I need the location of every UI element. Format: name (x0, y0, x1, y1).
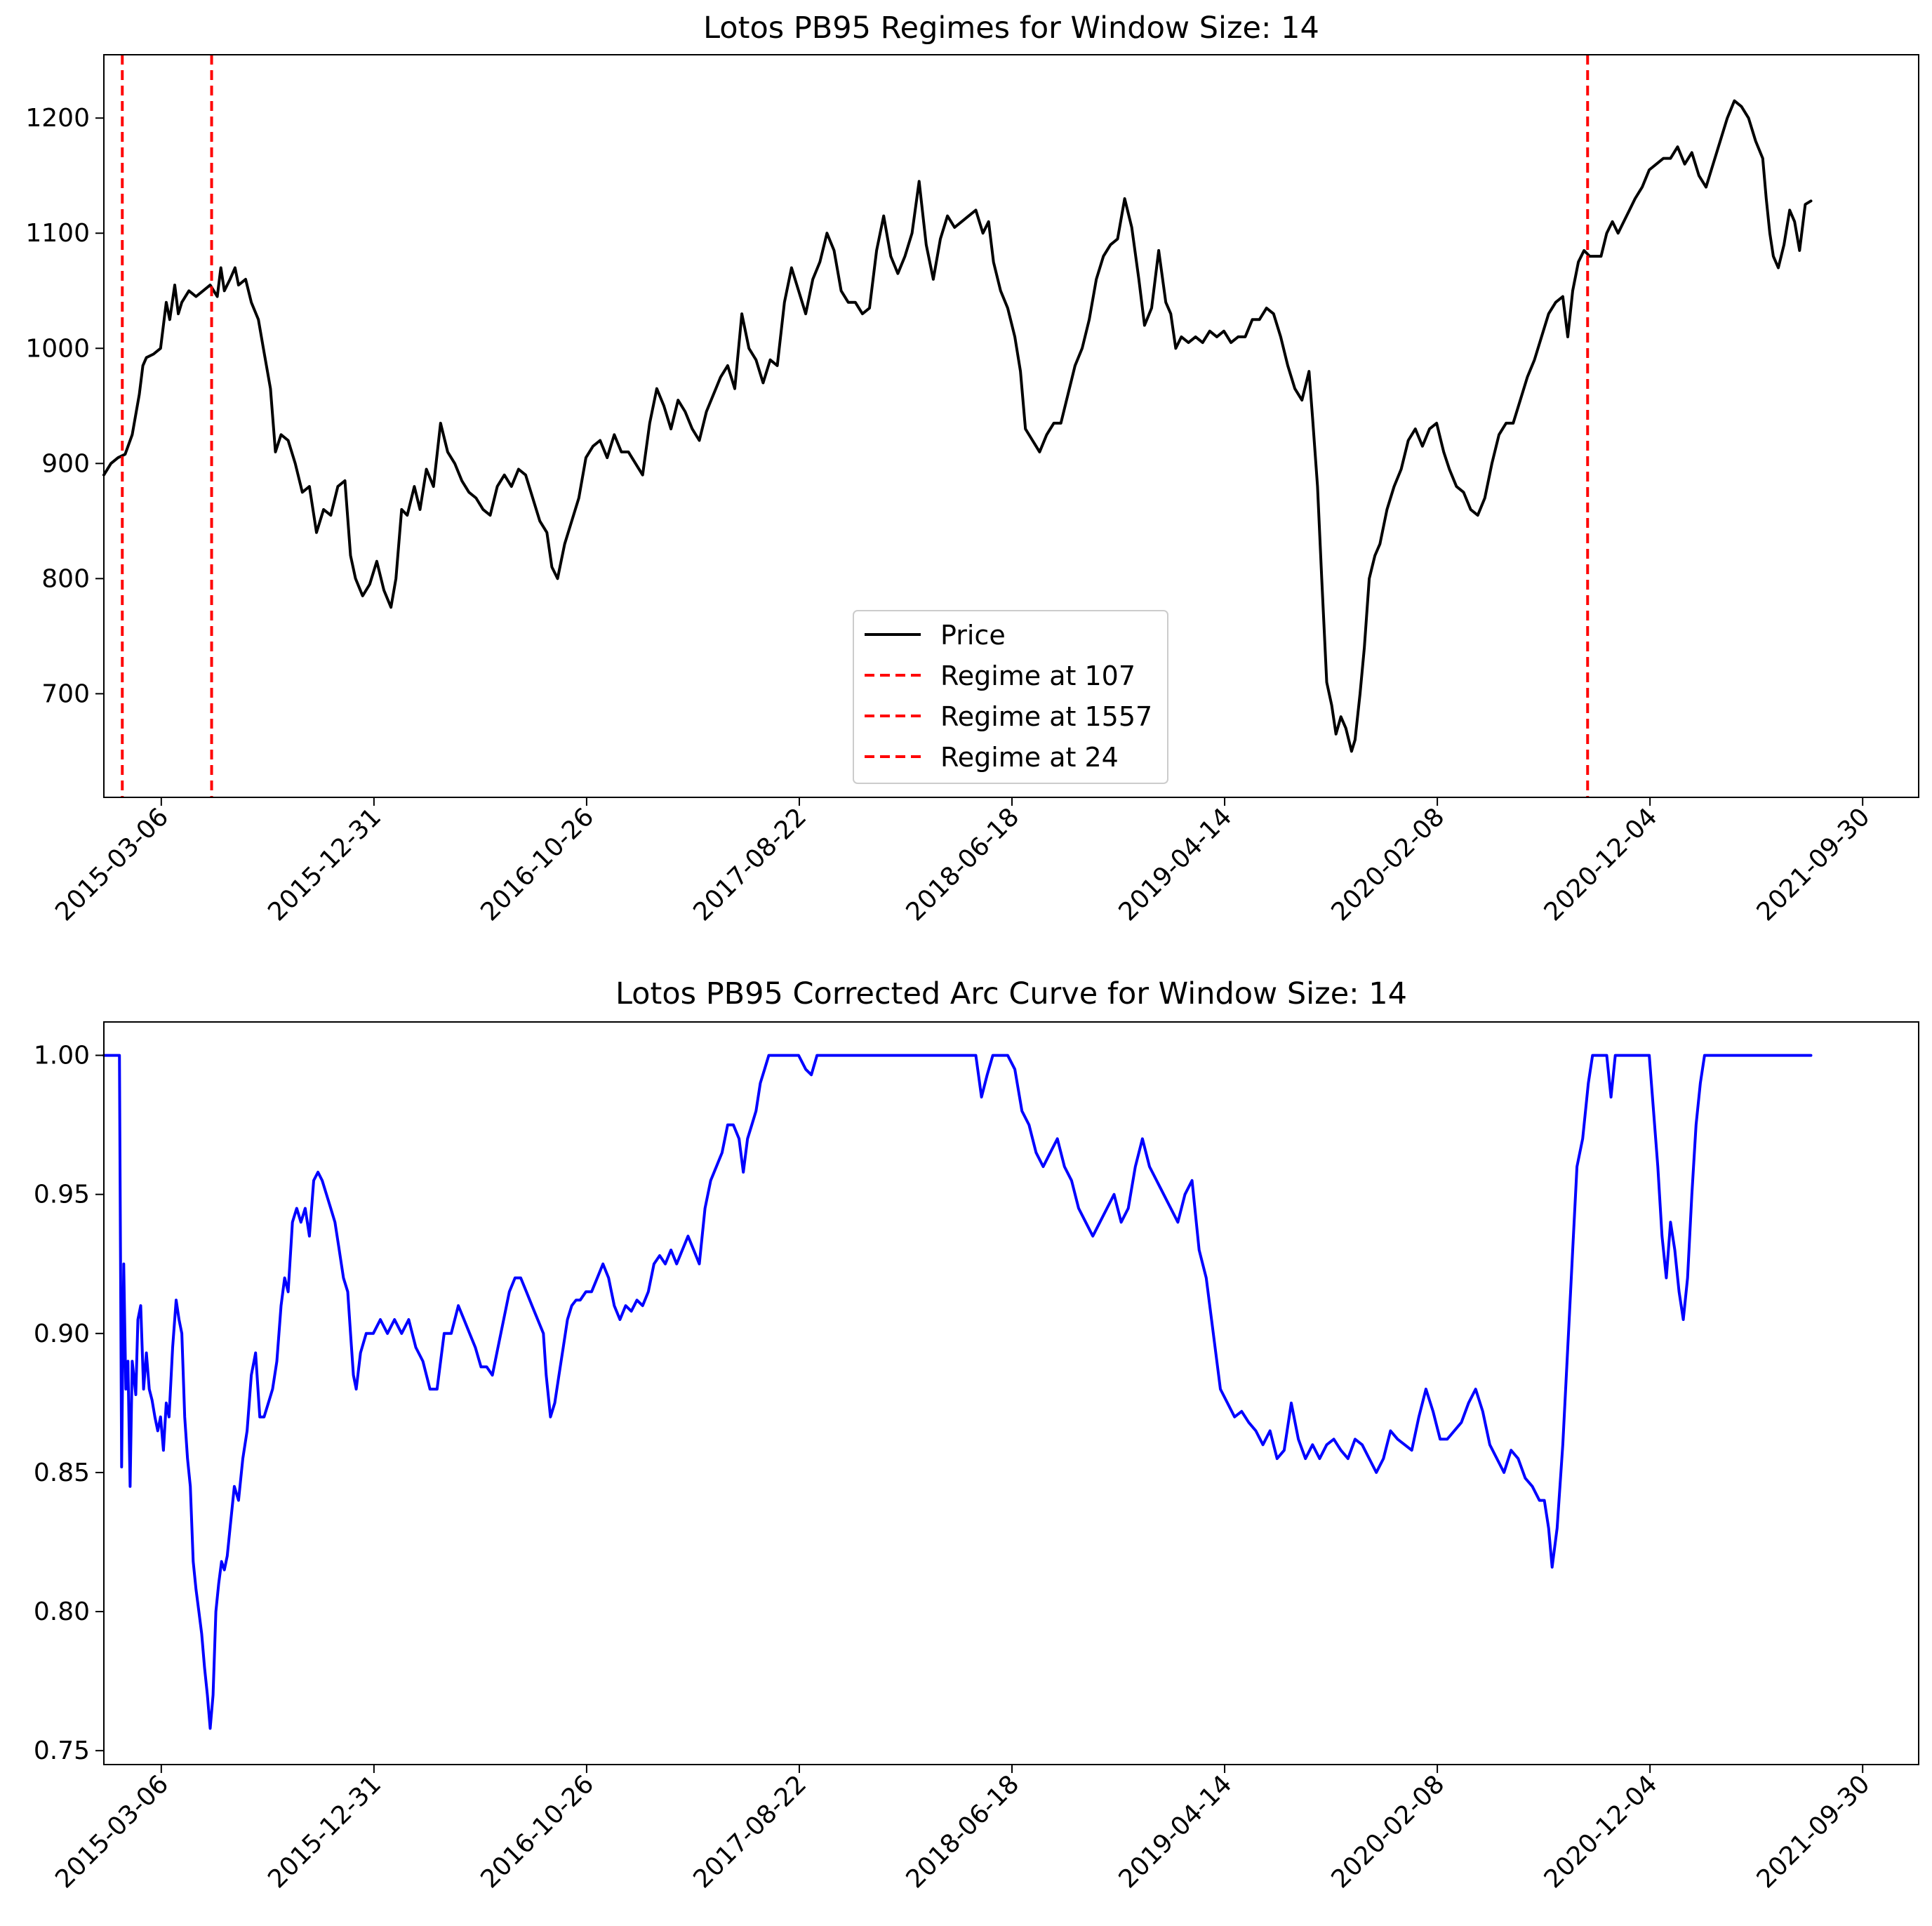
y-tick-label: 0.95 (34, 1181, 90, 1209)
y-tick-label: 0.85 (34, 1459, 90, 1487)
chart-title: Lotos PB95 Regimes for Window Size: 14 (703, 11, 1319, 46)
regime-lines (121, 55, 1590, 797)
legend-label-price: Price (940, 620, 1006, 651)
y-tick-label: 0.90 (34, 1320, 90, 1348)
series-line-corrected-arc-curve (102, 1054, 1813, 1730)
legend-label-regime-24: Regime at 24 (940, 742, 1119, 773)
plot-area (102, 54, 1919, 798)
y-tick-label: 1.00 (34, 1042, 90, 1070)
series-line-price (102, 99, 1813, 753)
series-layer (102, 1054, 1813, 1730)
y-tick-label: 1200 (25, 104, 90, 133)
legend: Price Regime at 107 Regime at 1557 Regim… (853, 610, 1168, 784)
y-tick-label: 1100 (25, 219, 90, 248)
plot-area (102, 1021, 1919, 1765)
legend-frame (853, 610, 1168, 784)
legend-label-regime-1557: Regime at 1557 (940, 701, 1152, 732)
y-tick-label: 0.80 (34, 1598, 90, 1626)
y-tick-label: 800 (41, 564, 90, 593)
chart-title: Lotos PB95 Corrected Arc Curve for Windo… (615, 976, 1407, 1011)
plot-frame (103, 1021, 1919, 1765)
plot-frame (103, 54, 1919, 798)
y-tick-label: 0.75 (34, 1736, 90, 1765)
y-axis: 0.75 0.80 0.85 0.90 0.95 1.00 (34, 1042, 104, 1765)
y-axis: 700 800 900 1000 1100 1200 (25, 104, 104, 708)
y-tick-label: 700 (41, 679, 90, 708)
legend-label-regime-107: Regime at 107 (940, 660, 1135, 691)
series-layer (102, 99, 1813, 753)
y-tick-label: 1000 (25, 334, 90, 363)
y-tick-label: 900 (41, 449, 90, 478)
